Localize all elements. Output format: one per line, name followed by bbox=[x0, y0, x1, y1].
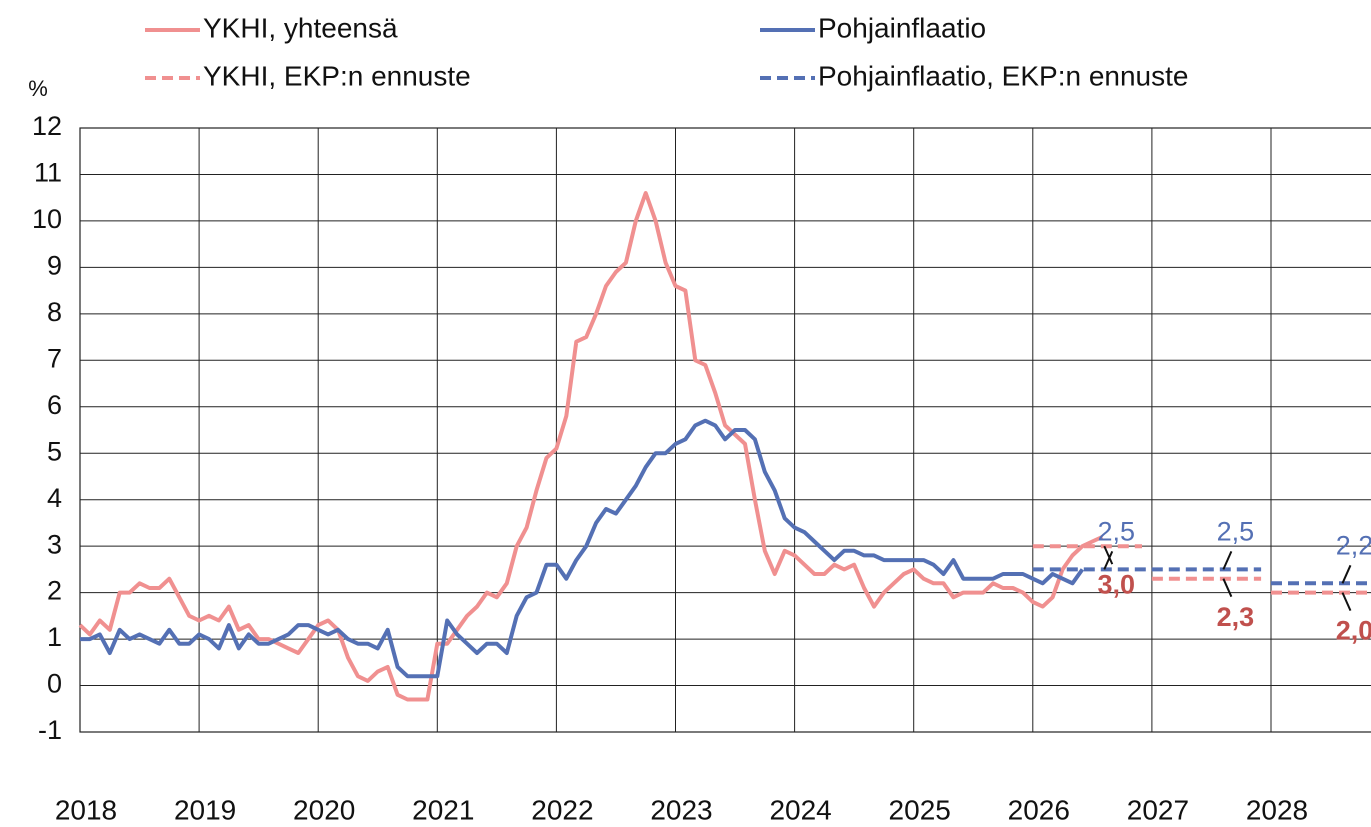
value-label: 2,2 bbox=[1336, 530, 1371, 560]
y-tick-label: 11 bbox=[34, 158, 62, 188]
y-tick-label: 12 bbox=[32, 111, 62, 141]
x-tick-label: 2026 bbox=[1008, 794, 1070, 825]
legend-label: Pohjainflaatio, EKP:n ennuste bbox=[818, 60, 1188, 91]
plot-frame bbox=[79, 127, 1371, 733]
y-tick-label: 1 bbox=[47, 622, 62, 652]
leader-line bbox=[1103, 550, 1114, 570]
x-tick-label: 2025 bbox=[889, 794, 951, 825]
y-tick-label: 0 bbox=[47, 669, 62, 699]
y-tick-label: 4 bbox=[47, 483, 62, 513]
leader-line bbox=[1341, 592, 1352, 612]
value-label: 2,3 bbox=[1217, 602, 1255, 632]
y-tick-label: 8 bbox=[47, 297, 62, 327]
y-unit: % bbox=[28, 76, 48, 101]
value-label: 2,5 bbox=[1098, 517, 1136, 547]
y-tick-label: 2 bbox=[47, 576, 62, 606]
series-line bbox=[80, 418, 1085, 679]
y-tick-label: 3 bbox=[47, 529, 62, 559]
leader-line bbox=[1341, 564, 1352, 584]
x-tick-label: 2027 bbox=[1127, 794, 1189, 825]
x-tick-label: 2024 bbox=[769, 794, 831, 825]
x-tick-label: 2018 bbox=[55, 794, 117, 825]
value-label: 2,5 bbox=[1217, 517, 1255, 547]
y-tick-label: 5 bbox=[47, 436, 62, 466]
y-tick-label: -1 bbox=[38, 715, 62, 745]
value-label: 2,0 bbox=[1336, 616, 1371, 646]
value-label: 3,0 bbox=[1098, 569, 1136, 599]
series-line bbox=[78, 191, 1104, 702]
legend-label: YKHI, EKP:n ennuste bbox=[203, 60, 471, 91]
leader-line bbox=[1222, 550, 1233, 570]
legend-label: Pohjainflaatio bbox=[818, 12, 986, 43]
y-tick-label: 7 bbox=[47, 343, 62, 373]
y-tick-label: 6 bbox=[47, 390, 62, 420]
y-tick-label: 9 bbox=[47, 251, 62, 281]
x-tick-label: 2022 bbox=[531, 794, 593, 825]
x-tick-label: 2019 bbox=[174, 794, 236, 825]
x-tick-label: 2028 bbox=[1246, 794, 1308, 825]
x-tick-label: 2021 bbox=[412, 794, 474, 825]
x-tick-label: 2020 bbox=[293, 794, 355, 825]
leader-line bbox=[1222, 578, 1233, 598]
forecast-line bbox=[1032, 567, 1371, 586]
forecast-line bbox=[1032, 544, 1371, 595]
legend-label: YKHI, yhteensä bbox=[203, 12, 398, 43]
leader-line bbox=[1103, 545, 1114, 565]
x-tick-label: 2023 bbox=[650, 794, 712, 825]
y-tick-label: 10 bbox=[32, 204, 62, 234]
